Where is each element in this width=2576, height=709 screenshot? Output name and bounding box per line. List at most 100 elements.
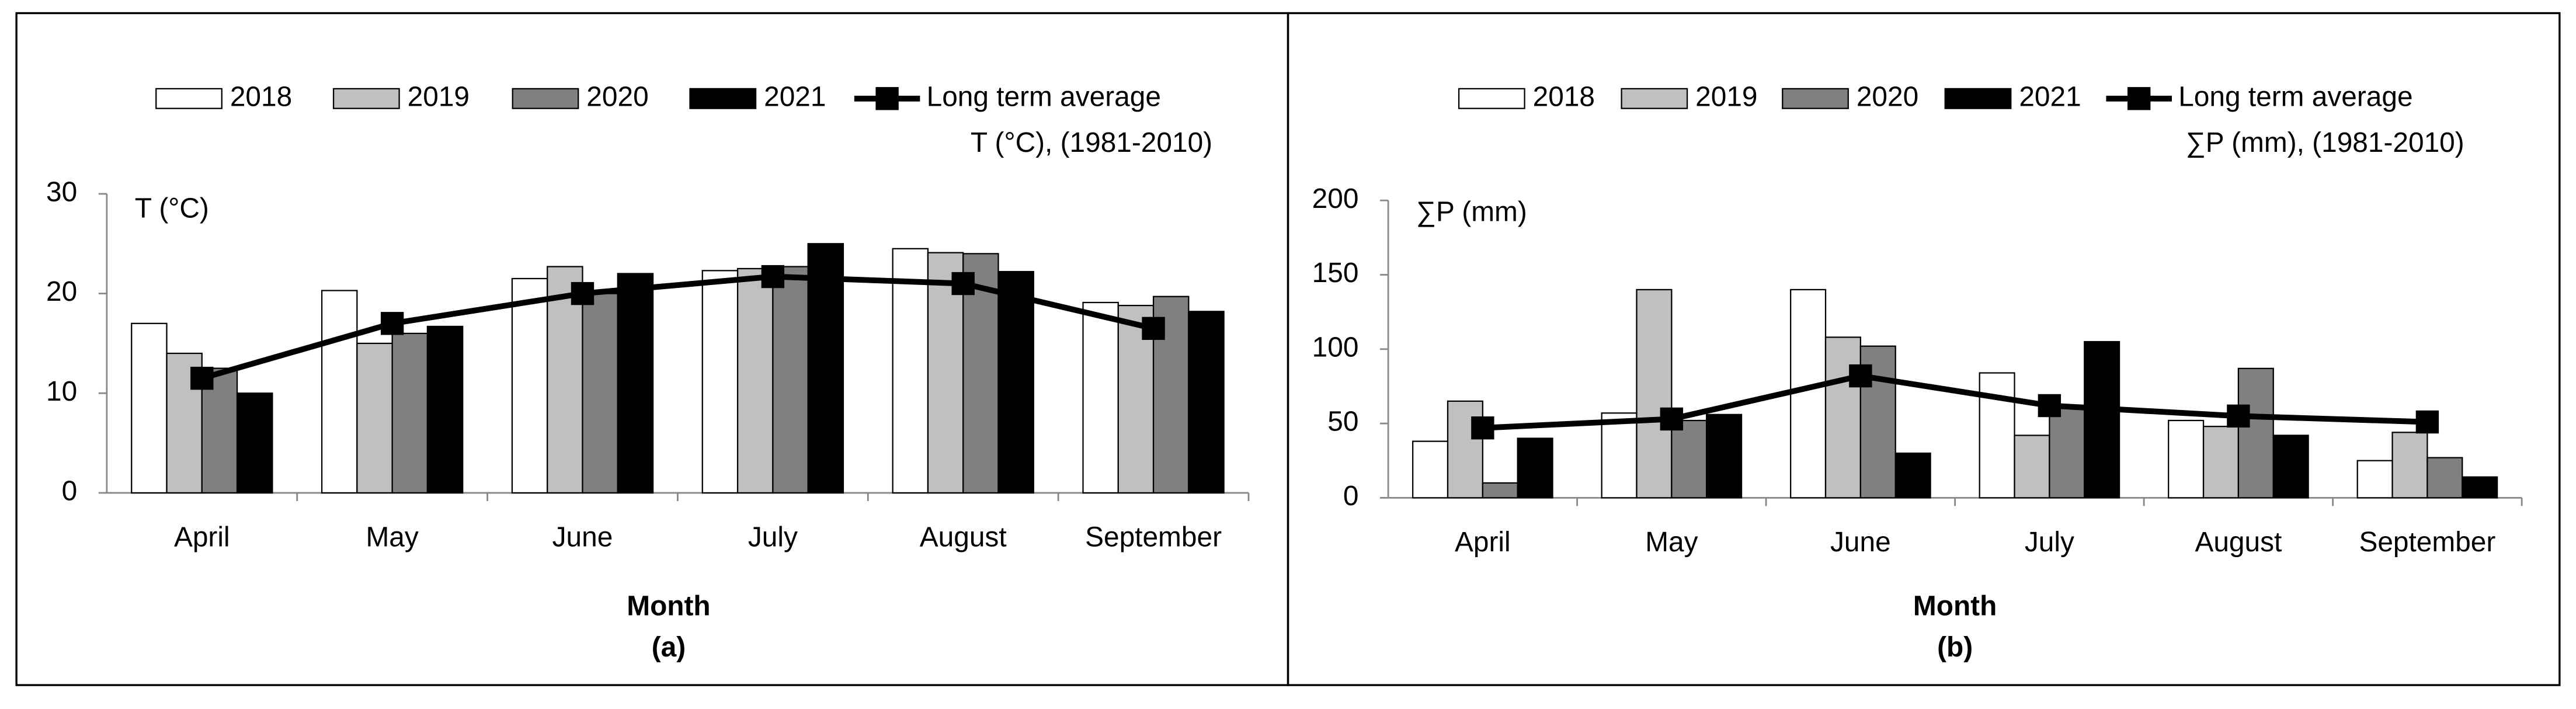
bar [511,277,548,494]
legend-label: 2021 [764,81,826,112]
legend-swatch [332,88,400,109]
line [201,273,1155,381]
bar [962,253,999,494]
x-axis-title: Month [627,590,710,621]
line-marker [2415,410,2439,434]
legend-label: Long term average [927,81,1161,112]
x-tick-label: June [552,522,613,552]
y-axis-title: T (°C) [135,193,209,224]
bar [2084,340,2120,499]
line [1482,373,2428,431]
x-tick-label: April [1455,527,1511,558]
x-tick-label: June [1830,527,1891,558]
line-marker [1849,364,1872,388]
bar [1894,452,1931,499]
legend-label: 2020 [586,81,648,112]
bar [2168,419,2205,499]
line-marker [1471,416,1494,440]
legend-marker [2127,87,2151,110]
line-marker [2038,394,2062,418]
legend-label: T (°C), (1981-2010) [971,127,1212,158]
legend-swatch [689,88,757,109]
x-axis-title: Month [1913,590,1997,621]
bar [2237,367,2274,499]
legend-label: 2018 [230,81,292,112]
x-tick-label: August [2195,527,2282,558]
legend-swatch [512,88,579,109]
bar [1082,301,1119,494]
x-tick-label: September [1085,522,1222,552]
line-marker [1660,407,1684,431]
y-tick-label: 0 [1343,481,1359,512]
bar [1636,289,1673,499]
bar [2049,405,2085,499]
bar [617,273,654,494]
line-marker [761,265,785,289]
bar [772,266,809,494]
y-tick-label: 200 [1312,183,1359,214]
x-tick-label: July [748,522,798,552]
bar [2426,457,2463,499]
line-marker [2227,404,2250,428]
bar [807,243,844,494]
bar [997,270,1034,494]
x-tick-label: May [1645,527,1698,558]
bar [1188,311,1225,494]
y-tick-label: 20 [46,276,77,307]
x-tick-label: August [920,522,1007,552]
legend-swatch [155,88,223,109]
bar [1412,440,1449,499]
panel-frame [1287,12,2561,686]
legend-label: 2019 [1695,81,1757,112]
legend-swatch [1782,88,1849,109]
legend-swatch [1944,88,2012,109]
bar [736,267,774,494]
line-marker [951,272,975,296]
bar [321,290,358,494]
legend-marker [875,87,899,110]
legend-label: ∑P (mm), (1981-2010) [2186,127,2464,158]
y-tick-label: 50 [1327,406,1358,437]
bar [1517,437,1553,499]
y-tick-label: 0 [62,476,78,507]
legend-label: 2019 [408,81,470,112]
legend-label: 2018 [1533,81,1595,112]
bar [1790,289,1827,499]
y-tick-label: 150 [1312,258,1359,289]
bar [1601,412,1638,499]
bar [701,270,739,494]
bar [2462,476,2498,499]
line-marker [571,281,595,305]
bar [1824,336,1861,499]
legend-label: 2021 [2019,81,2081,112]
x-tick-label: May [366,522,418,552]
panel-caption: (b) [1937,632,1973,663]
bar [2391,432,2428,499]
bar [2356,460,2393,499]
bar [1447,400,1483,499]
line-marker [380,312,404,335]
bar [426,325,464,494]
legend-label: 2020 [1857,81,1918,112]
bar [582,293,618,494]
bar [2014,435,2050,499]
bar [236,392,273,494]
panel-caption: (a) [652,632,686,663]
y-tick-label: 100 [1312,332,1359,363]
x-tick-label: July [2025,527,2074,558]
x-tick-label: April [174,522,230,552]
bar [892,248,929,494]
bar [1706,413,1743,499]
legend-label: Long term average [2178,81,2412,112]
bar [356,342,393,494]
bar [131,322,168,494]
bar [1671,419,1708,499]
line-marker [1142,317,1165,340]
y-tick-label: 30 [46,177,77,208]
legend-swatch [1458,88,1525,109]
x-tick-label: September [2359,527,2495,558]
legend-swatch [1621,88,1688,109]
y-axis-title: ∑P (mm) [1416,196,1527,227]
bar [2272,435,2309,499]
